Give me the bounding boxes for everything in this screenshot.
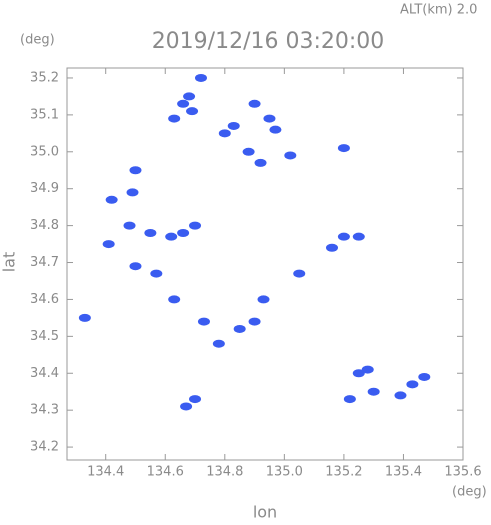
echo — [194, 73, 207, 82]
echo — [248, 317, 261, 326]
echo — [406, 380, 419, 389]
echo — [284, 151, 297, 160]
chart-title: 2019/12/16 03:20:00 — [152, 29, 385, 54]
echo — [78, 313, 91, 322]
echo — [233, 324, 246, 333]
echo — [129, 262, 142, 271]
echo — [352, 232, 365, 241]
echo — [177, 228, 190, 237]
echo — [257, 295, 270, 304]
echo — [337, 144, 350, 153]
echo — [180, 402, 193, 411]
echo — [361, 365, 374, 374]
echo — [189, 221, 202, 230]
echo — [367, 387, 380, 396]
echo — [394, 391, 407, 400]
echo — [168, 114, 181, 123]
echo — [227, 121, 240, 130]
x-tick-label: 135.2 — [325, 465, 362, 480]
y-tick-label: 34.8 — [30, 218, 59, 233]
y-tick-label: 34.4 — [30, 366, 59, 381]
y-tick-label: 34.9 — [30, 181, 59, 196]
x-tick-label: 135.6 — [444, 465, 481, 480]
echo — [197, 317, 210, 326]
echo — [183, 92, 196, 101]
x-tick-label: 135.0 — [266, 465, 303, 480]
echo — [293, 269, 306, 278]
echo — [150, 269, 163, 278]
echo — [242, 147, 255, 156]
echo — [168, 295, 181, 304]
echo — [123, 221, 136, 230]
x-tick-label: 135.4 — [385, 465, 422, 480]
y-tick-label: 34.2 — [30, 440, 59, 455]
chart-subtitle: ALT(km) 2.0 — [400, 3, 477, 18]
x-unit: (deg) — [452, 485, 487, 500]
echo — [418, 372, 431, 381]
echo — [263, 114, 276, 123]
y-tick-label: 34.7 — [30, 255, 59, 270]
x-tick-label: 134.4 — [87, 465, 124, 480]
echo — [102, 240, 115, 249]
echo — [212, 339, 225, 348]
y-tick-label: 35.2 — [30, 70, 59, 85]
echo — [189, 395, 202, 404]
x-axis-label: lon — [253, 503, 277, 522]
echo — [218, 129, 231, 138]
y-tick-label: 34.5 — [30, 329, 59, 344]
y-axis-label: lat — [0, 252, 19, 273]
plot-frame — [66, 67, 464, 461]
echo — [248, 99, 261, 108]
y-unit: (deg) — [20, 33, 55, 48]
echo — [129, 166, 142, 175]
y-tick-label: 35.1 — [30, 107, 59, 122]
x-tick-label: 134.6 — [147, 465, 184, 480]
echo — [343, 395, 356, 404]
echo — [337, 232, 350, 241]
y-tick-label: 35.0 — [30, 144, 59, 159]
echo — [325, 243, 338, 252]
y-tick-label: 34.3 — [30, 403, 59, 418]
echo — [165, 232, 178, 241]
echo — [126, 188, 139, 197]
echo — [254, 158, 267, 167]
echo — [177, 99, 190, 108]
y-tick-label: 34.6 — [30, 292, 59, 307]
echo — [269, 125, 282, 134]
echo — [352, 369, 365, 378]
x-tick-label: 134.8 — [206, 465, 243, 480]
echo — [186, 107, 199, 116]
echo — [144, 228, 157, 237]
echo — [105, 195, 118, 204]
